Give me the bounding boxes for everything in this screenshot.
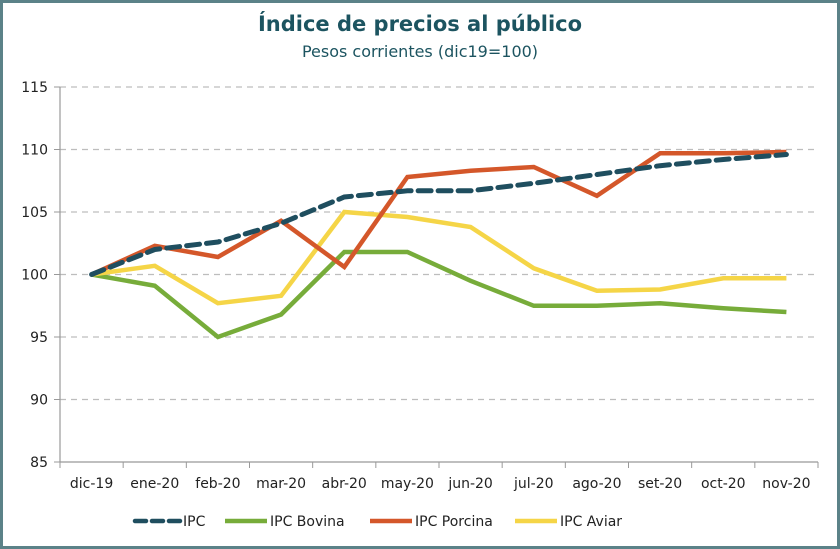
x-tick-label: set-20 [638, 476, 682, 492]
gridlines [60, 86, 818, 401]
legend-label: IPC Bovina [270, 514, 345, 530]
series-line-ipc-aviar [91, 209, 787, 306]
y-tick-label: 105 [21, 205, 48, 221]
x-tick-label: oct-20 [701, 476, 746, 492]
legend-label: IPC Porcina [415, 514, 493, 530]
x-tick-label: ago-20 [572, 476, 621, 492]
series-line-ipc-bovina [91, 249, 787, 340]
legend-item: IPC Porcina [370, 514, 493, 530]
x-axis-ticks: dic-19 ene-20 feb-20 mar-20 abr-20 may-20 jun-… [59, 462, 819, 492]
series-line-ipc-porcina [90, 149, 787, 277]
chart-subtitle: Pesos corrientes (dic19=100) [301, 42, 539, 61]
y-tick-label: 95 [30, 330, 48, 346]
series-lines [89, 149, 789, 340]
y-tick-label: 115 [21, 80, 48, 96]
y-tick-label: 85 [30, 455, 48, 471]
y-tick-label: 110 [21, 143, 48, 159]
x-tick-label: ene-20 [130, 476, 179, 492]
legend-label: IPC Aviar [560, 514, 622, 530]
legend-item: IPC Aviar [515, 514, 622, 530]
x-tick-label: nov-20 [762, 476, 810, 492]
legend: IPC IPC Bovina IPC Porcina IPC Aviar [132, 514, 622, 530]
x-tick-label: dic-19 [70, 476, 113, 492]
x-tick-label: may-20 [381, 476, 434, 492]
legend-item: IPC [132, 514, 206, 530]
y-tick-label: 90 [30, 393, 48, 409]
x-tick-label: jul-20 [513, 476, 554, 492]
x-tick-label: jun-20 [447, 476, 493, 492]
x-tick-label: feb-20 [195, 476, 240, 492]
series-line-ipc [89, 152, 789, 277]
y-axis-ticks: 85 90 95 100 105 110 115 [21, 80, 60, 471]
y-tick-label: 100 [21, 268, 48, 284]
chart-title: Índice de precios al público [257, 12, 583, 36]
legend-item: IPC Bovina [225, 514, 345, 530]
x-tick-label: mar-20 [256, 476, 306, 492]
x-tick-label: abr-20 [322, 476, 367, 492]
legend-label: IPC [183, 514, 206, 530]
